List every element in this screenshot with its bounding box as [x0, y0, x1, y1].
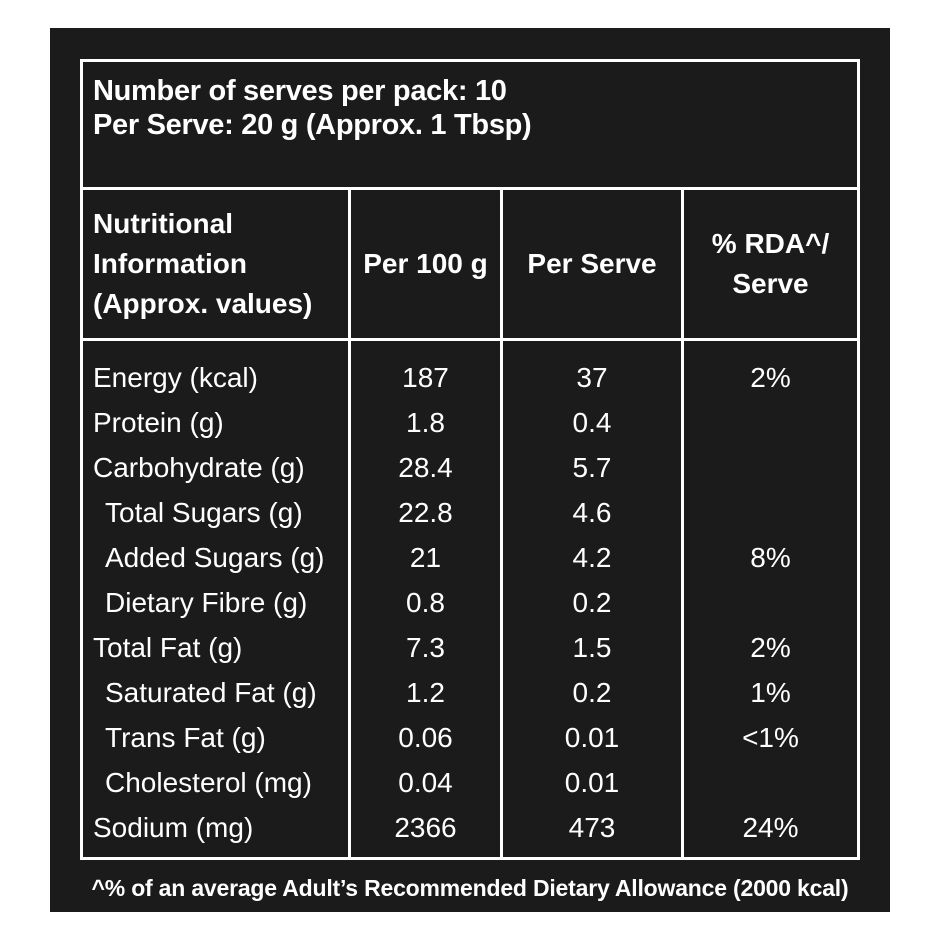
column-divider — [348, 190, 351, 857]
rda-value — [684, 400, 857, 445]
per-serve-value: 4.2 — [572, 542, 612, 573]
table-row: Dietary Fibre (g) 0.8 0.2 — [83, 580, 857, 625]
per-serve-value: 473 — [568, 812, 616, 843]
column-divider — [681, 190, 684, 857]
per-100g-value: 0.04 — [398, 767, 453, 798]
table-row: Total Sugars (g) 22.8 4.6 — [83, 490, 857, 535]
nutrition-table: Number of serves per pack: 10 Per Serve:… — [80, 59, 860, 860]
rda-value — [684, 580, 857, 625]
per-serve-value: 0.01 — [564, 722, 620, 753]
table-row: Saturated Fat (g) 1.2 0.2 1% — [83, 670, 857, 715]
per-serve-value: 0.2 — [572, 587, 612, 618]
rda-value — [684, 445, 857, 490]
per-100g-value: 22.8 — [398, 497, 453, 528]
per-100g-value: 28.4 — [398, 452, 453, 483]
header-rda-line-2: Serve — [732, 268, 809, 299]
rda-footnote: ^% of an average Adult’s Recommended Die… — [91, 875, 849, 901]
per-100g-value: 0.06 — [398, 722, 453, 753]
per-100g-value: 1.8 — [406, 407, 445, 438]
table-row: Carbohydrate (g) 28.4 5.7 — [83, 445, 857, 490]
per-serve-value: 4.6 — [572, 497, 612, 528]
nutrient-name: Sodium (mg) — [93, 812, 254, 843]
rda-value: 2% — [750, 362, 791, 393]
per-100g-value: 187 — [402, 362, 449, 393]
per-serve-text: Per Serve: 20 g (Approx. 1 Tbsp) — [93, 109, 532, 141]
column-divider — [500, 190, 503, 857]
nutrition-label-panel: Number of serves per pack: 10 Per Serve:… — [50, 28, 890, 912]
rda-value: 2% — [750, 632, 791, 663]
per-100g-value: 21 — [409, 542, 442, 573]
nutrient-name: Dietary Fibre (g) — [105, 587, 308, 618]
nutrient-name: Energy (kcal) — [93, 362, 258, 393]
per-100g-value: 7.3 — [406, 632, 445, 663]
per-serve-value: 5.7 — [572, 452, 612, 483]
header-nutritional-information: Nutritional Information (Approx. values) — [93, 190, 348, 338]
table-row: Protein (g) 1.8 0.4 — [83, 400, 857, 445]
table-row: Total Fat (g) 7.3 1.5 2% — [83, 625, 857, 670]
header-per-100g: Per 100 g — [363, 248, 488, 279]
table-row: Trans Fat (g) 0.06 0.01 <1% — [83, 715, 857, 760]
nutrient-name: Total Fat (g) — [93, 632, 243, 663]
nutrient-name: Carbohydrate (g) — [93, 452, 305, 483]
header-per-serve: Per Serve — [527, 248, 657, 279]
nutrient-name: Cholesterol (mg) — [105, 767, 312, 798]
rda-value — [684, 760, 857, 805]
rda-value — [684, 490, 857, 535]
header-nutri-line-2: Information — [93, 248, 247, 279]
rda-value: 8% — [750, 542, 791, 573]
table-header-row: Nutritional Information (Approx. values)… — [83, 190, 857, 341]
table-row: Energy (kcal) 187 37 2% — [83, 355, 857, 400]
nutrient-name: Total Sugars (g) — [105, 497, 303, 528]
nutrient-name: Protein (g) — [93, 407, 224, 438]
header-rda-per-serve: % RDA^/ Serve — [684, 190, 857, 338]
per-serve-value: 37 — [576, 362, 608, 393]
table-row: Added Sugars (g) 21 4.2 8% — [83, 535, 857, 580]
per-100g-value: 1.2 — [406, 677, 445, 708]
rda-value: 24% — [742, 812, 799, 843]
table-row: Cholesterol (mg) 0.04 0.01 — [83, 760, 857, 805]
rda-value: <1% — [742, 722, 799, 753]
rda-value: 1% — [750, 677, 791, 708]
nutrient-rows: Energy (kcal) 187 37 2% Protein (g) 1.8 … — [83, 355, 857, 850]
per-serve-value: 0.4 — [572, 407, 612, 438]
header-nutri-line-1: Nutritional — [93, 208, 233, 239]
serves-per-pack-text: Number of serves per pack: 10 — [93, 75, 507, 107]
header-nutri-line-3: (Approx. values) — [93, 288, 313, 319]
per-100g-value: 0.8 — [406, 587, 445, 618]
per-100g-value: 2366 — [394, 812, 457, 843]
per-serve-value: 0.2 — [572, 677, 612, 708]
header-rda-line-1: % RDA^/ — [711, 228, 830, 259]
nutrient-name: Trans Fat (g) — [105, 722, 266, 753]
pack-info-section: Number of serves per pack: 10 Per Serve:… — [83, 62, 857, 190]
per-serve-value: 0.01 — [564, 767, 620, 798]
per-serve-value: 1.5 — [572, 632, 612, 663]
nutrient-name: Saturated Fat (g) — [105, 677, 317, 708]
table-row: Sodium (mg) 2366 473 24% — [83, 805, 857, 850]
nutrient-name: Added Sugars (g) — [105, 542, 325, 573]
